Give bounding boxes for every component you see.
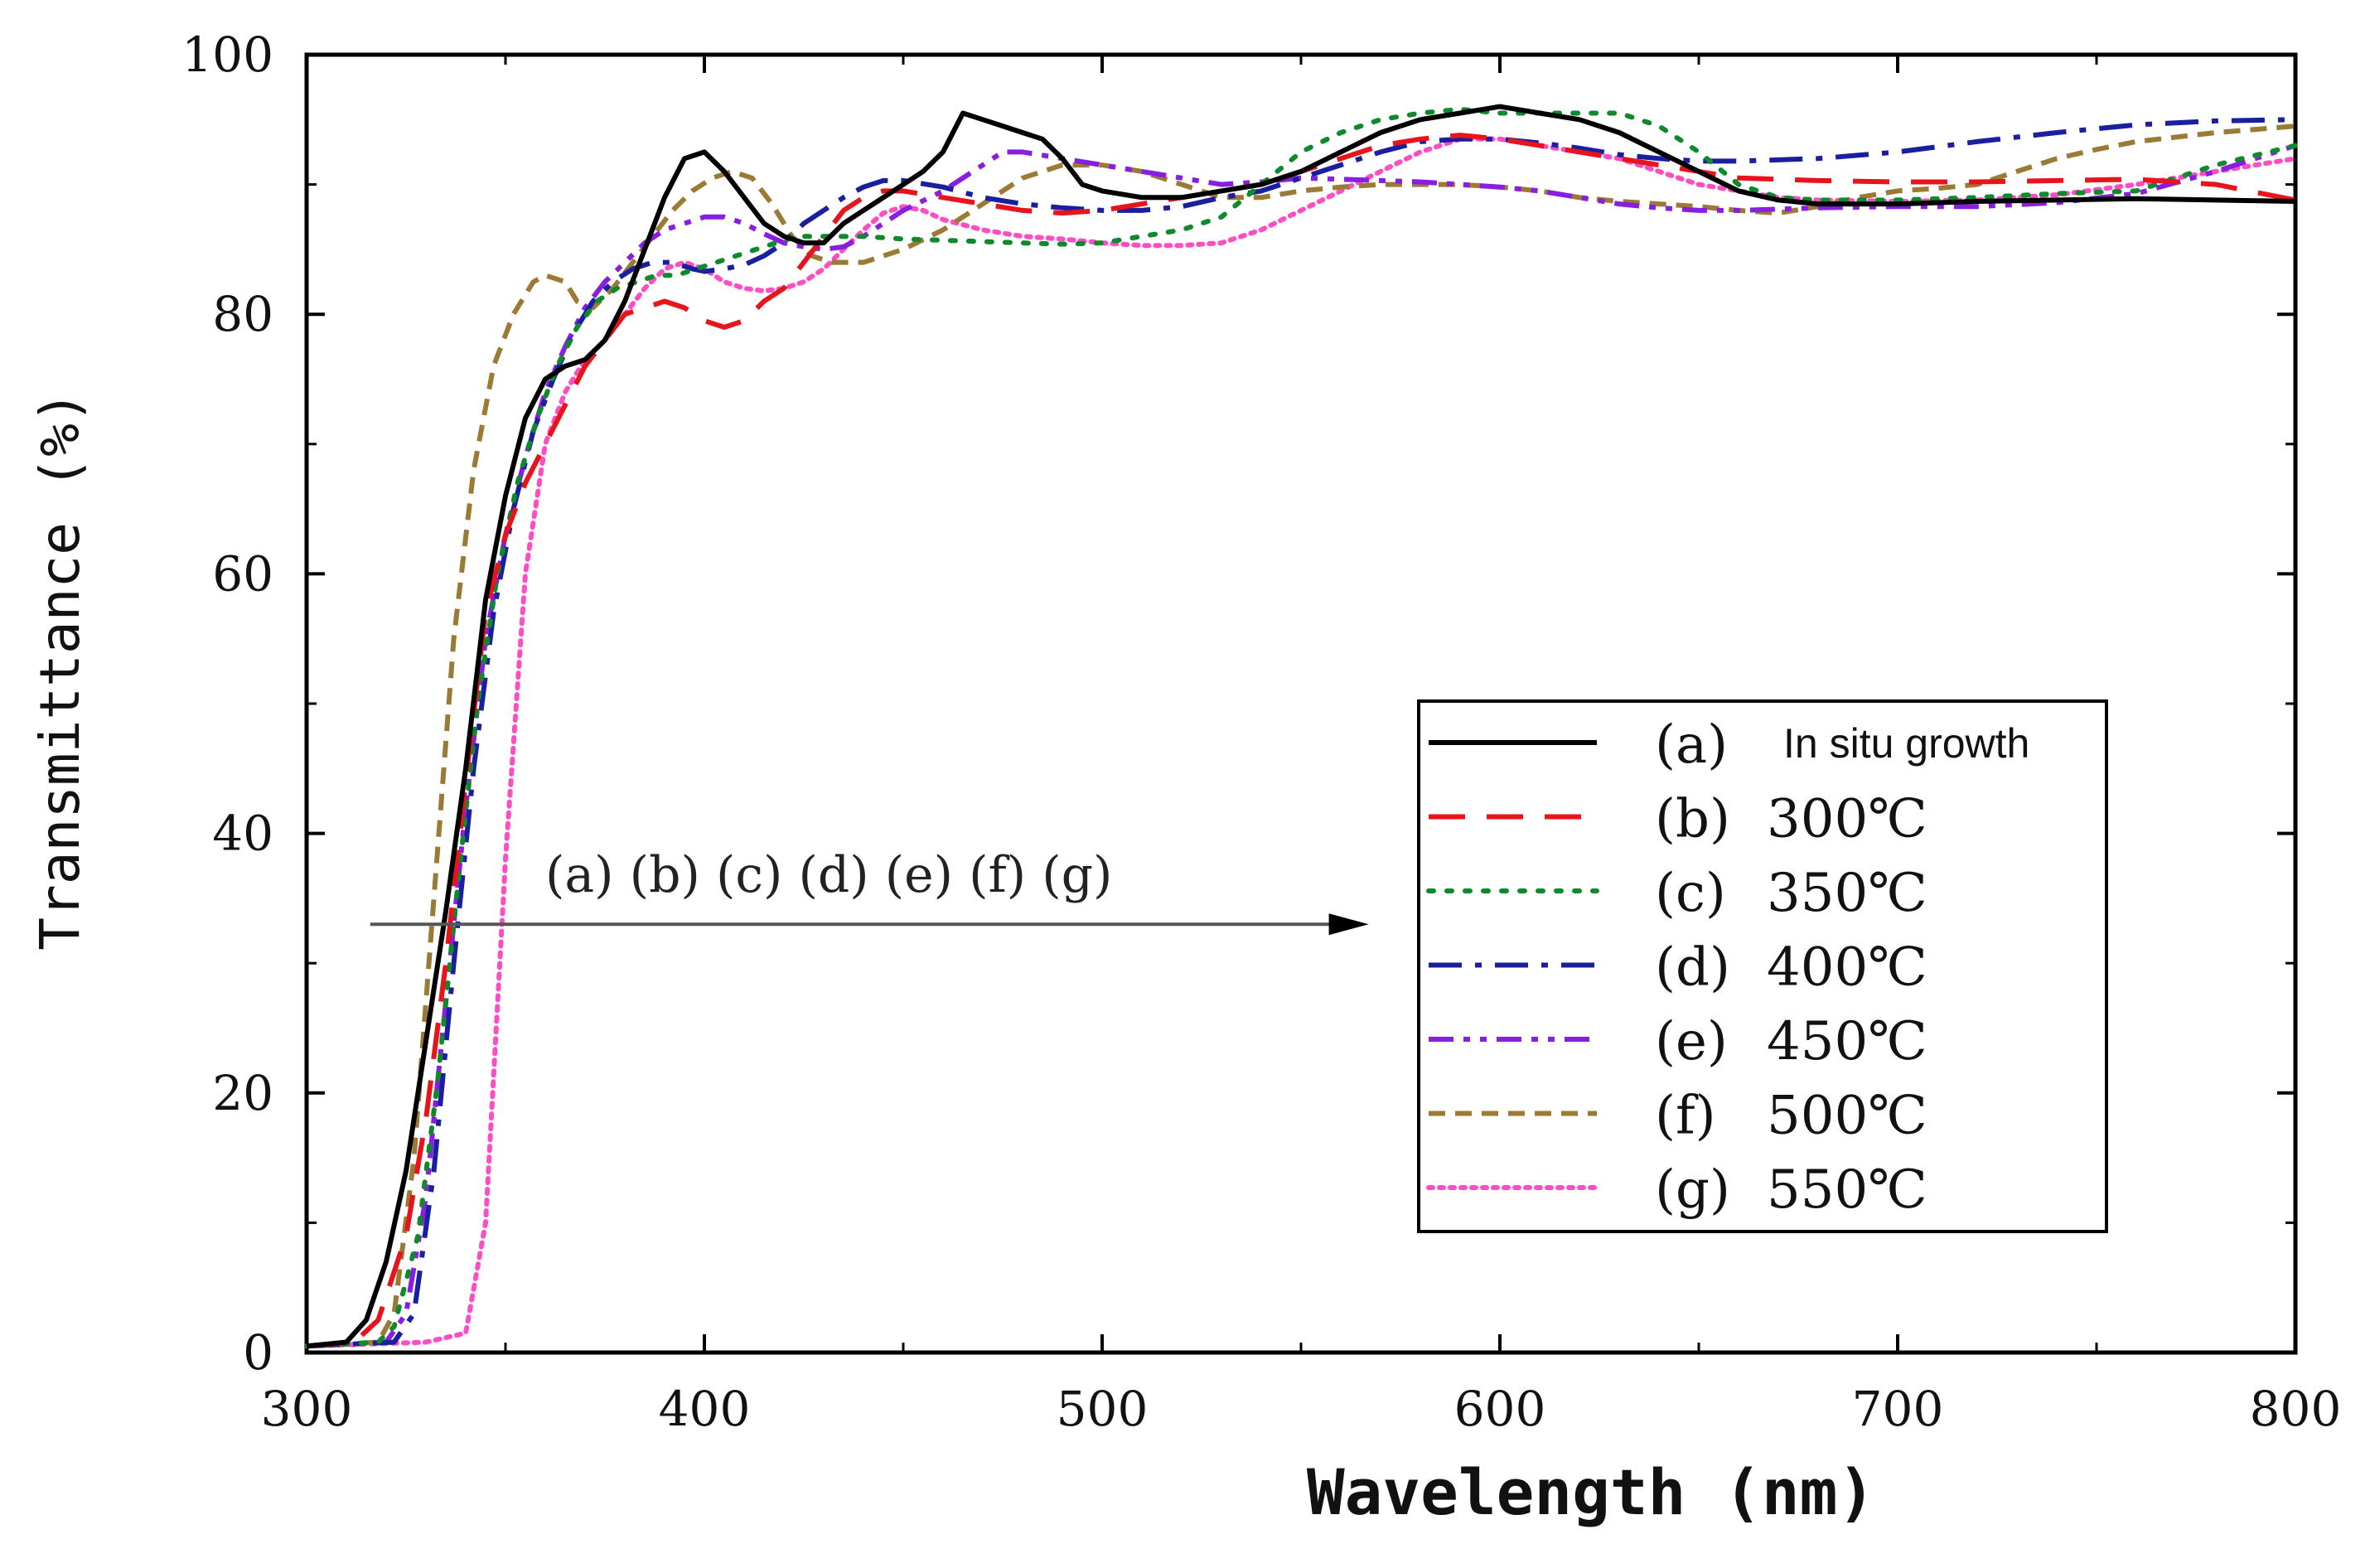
legend-label-d: 400℃ xyxy=(1767,937,1927,999)
legend-box xyxy=(1417,699,2108,1233)
legend-tag-c: (c) xyxy=(1655,863,1726,924)
legend-tag-g: (g) xyxy=(1655,1159,1730,1221)
series-line-b xyxy=(306,133,2296,1349)
series-order-annotation: (a) (b) (c) (d) (e) (f) (g) xyxy=(545,846,1112,904)
y-tick-label: 80 xyxy=(212,286,273,342)
x-tick-label: 800 xyxy=(2250,1381,2342,1437)
legend-label-b: 300℃ xyxy=(1767,789,1927,850)
series-group xyxy=(304,104,2298,1349)
legend-label-c: 350℃ xyxy=(1767,863,1927,924)
y-axis-label: Transmittance (%) xyxy=(28,390,92,951)
legend: (a) In situ growth (b) 300℃ (c) 350℃ (d) 400℃ (e… xyxy=(1417,699,2108,1233)
x-tick-label: 700 xyxy=(1852,1381,1944,1437)
annotation-arrow-head xyxy=(1328,913,1369,936)
legend-tag-f: (f) xyxy=(1655,1086,1716,1147)
y-tick-label: 40 xyxy=(212,806,273,862)
legend-label-a: In situ growth xyxy=(1783,720,2029,767)
axes: 300 400 500 600 700 800 0 20 40 60 80 100 xyxy=(181,27,2341,1437)
y-tick-label: 60 xyxy=(212,545,273,602)
legend-tag-d: (d) xyxy=(1655,937,1730,999)
legend-tag-a: (a) xyxy=(1655,714,1728,776)
legend-label-e: 450℃ xyxy=(1767,1011,1927,1072)
series-line-c xyxy=(304,106,2298,1349)
y-tick-label: 100 xyxy=(181,27,273,83)
x-tick-label: 400 xyxy=(659,1381,751,1437)
legend-tag-e: (e) xyxy=(1655,1011,1728,1072)
legend-label-f: 500℃ xyxy=(1767,1086,1927,1147)
x-tick-label: 600 xyxy=(1454,1381,1546,1437)
x-tick-label: 500 xyxy=(1057,1381,1149,1437)
y-tick-label: 0 xyxy=(243,1324,273,1381)
y-tick-label: 20 xyxy=(212,1065,273,1121)
legend-label-g: 550℃ xyxy=(1767,1159,1927,1221)
x-axis-label: Wavelength (nm) xyxy=(1307,1455,1875,1529)
legend-tag-b: (b) xyxy=(1655,789,1730,850)
x-tick-label: 300 xyxy=(261,1381,353,1437)
series-line-a xyxy=(306,104,2296,1349)
annotation: (a) (b) (c) (d) (e) (f) (g) xyxy=(370,846,1369,936)
